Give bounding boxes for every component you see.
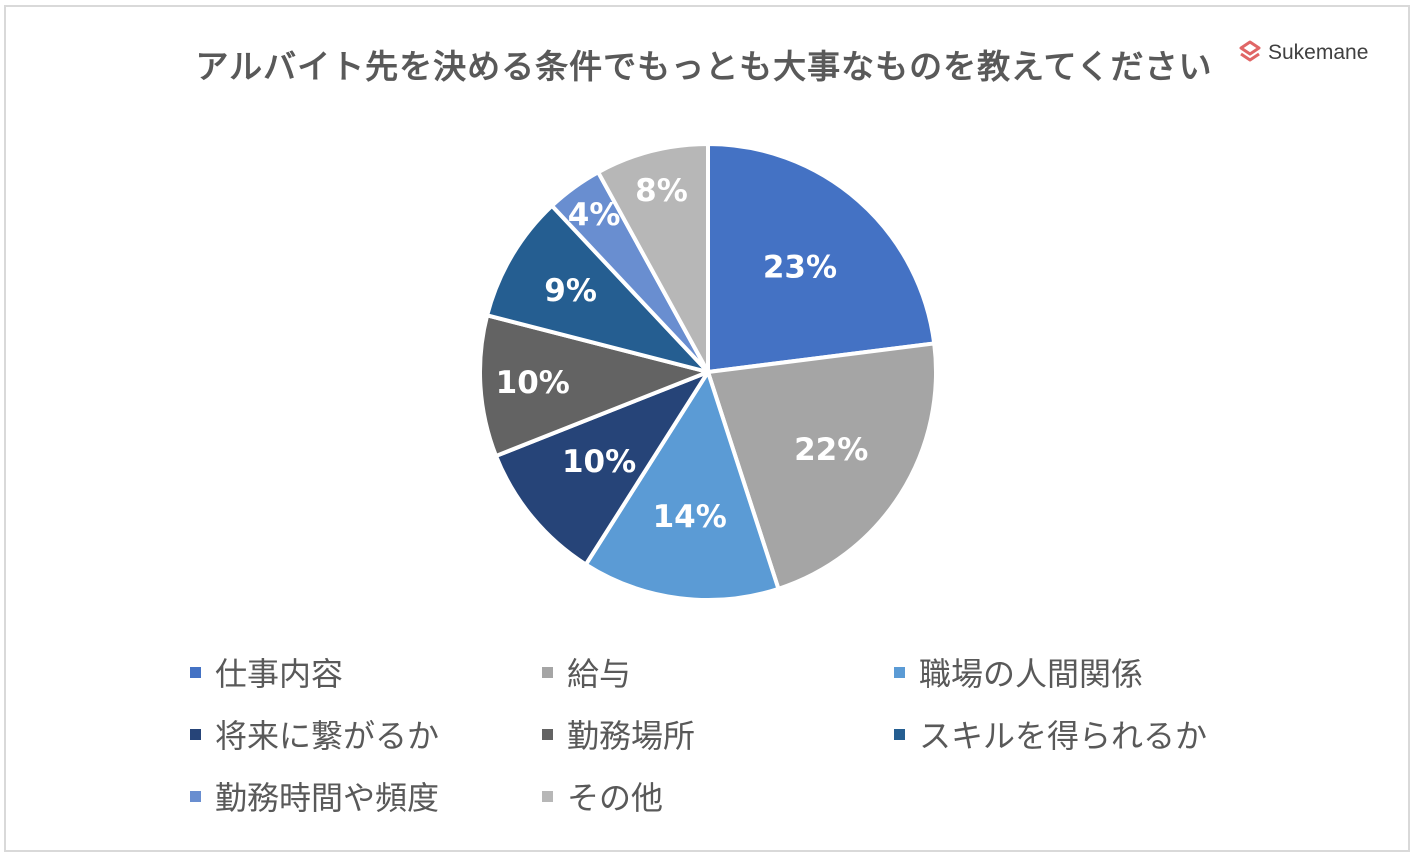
legend-item: その他 — [542, 776, 894, 817]
pie-slice-3 — [583, 370, 781, 602]
legend-label: 勤務場所 — [567, 717, 696, 755]
pie-slice-8 — [596, 142, 710, 374]
legend-swatch — [542, 728, 553, 740]
slice-data-label-7: 4% — [568, 197, 621, 233]
chart-title: アルバイト先を決める条件でもっとも大事なものを教えてください — [195, 47, 1213, 86]
legend-label: 職場の人間関係 — [919, 655, 1144, 693]
legend-item: 給与 — [542, 652, 894, 693]
slice-data-label-1: 23% — [763, 250, 837, 286]
slice-data-label-2: 22% — [794, 432, 868, 468]
legend-item: 勤務場所 — [542, 714, 894, 755]
legend-item: スキルを得られるか — [894, 714, 1270, 755]
sukemane-logo-icon — [1239, 40, 1261, 62]
pie-slice-1 — [706, 142, 937, 374]
pie-slice-5 — [478, 313, 710, 458]
legend-swatch — [894, 666, 905, 678]
legend-swatch — [542, 666, 553, 678]
slice-data-label-6: 9% — [544, 273, 597, 309]
slice-data-label-8: 8% — [635, 173, 688, 209]
pie-slice-4 — [494, 370, 710, 567]
legend-swatch — [542, 790, 553, 802]
legend-swatch — [190, 666, 201, 678]
sukemane-logo: Sukemane — [1238, 36, 1368, 70]
slice-data-label-4: 10% — [562, 444, 636, 480]
legend-item: 勤務時間や頻度 — [190, 776, 542, 817]
chart-legend: 仕事内容 給与 職場の人間関係将来に繋がるか 勤務場所 スキルを得られるか勤務時間や頻度… — [190, 652, 1270, 817]
slice-data-label-5: 10% — [496, 365, 570, 401]
logo-text: Sukemane — [1268, 41, 1369, 64]
slice-data-label-3: 14% — [653, 499, 727, 535]
pie-slice-6 — [485, 203, 710, 374]
legend-label: 勤務時間や頻度 — [215, 779, 440, 817]
legend-swatch — [894, 728, 905, 740]
legend-label: 給与 — [567, 655, 632, 693]
legend-item: 将来に繋がるか — [190, 714, 542, 755]
legend-item: 職場の人間関係 — [894, 652, 1270, 693]
legend-label: その他 — [567, 779, 664, 817]
legend-swatch — [190, 790, 201, 802]
legend-label: 将来に繋がるか — [215, 717, 440, 755]
legend-swatch — [190, 728, 201, 740]
legend-item: 仕事内容 — [190, 652, 542, 693]
legend-label: スキルを得られるか — [919, 717, 1208, 755]
pie-slice-2 — [706, 341, 938, 591]
legend-label: 仕事内容 — [215, 655, 344, 693]
